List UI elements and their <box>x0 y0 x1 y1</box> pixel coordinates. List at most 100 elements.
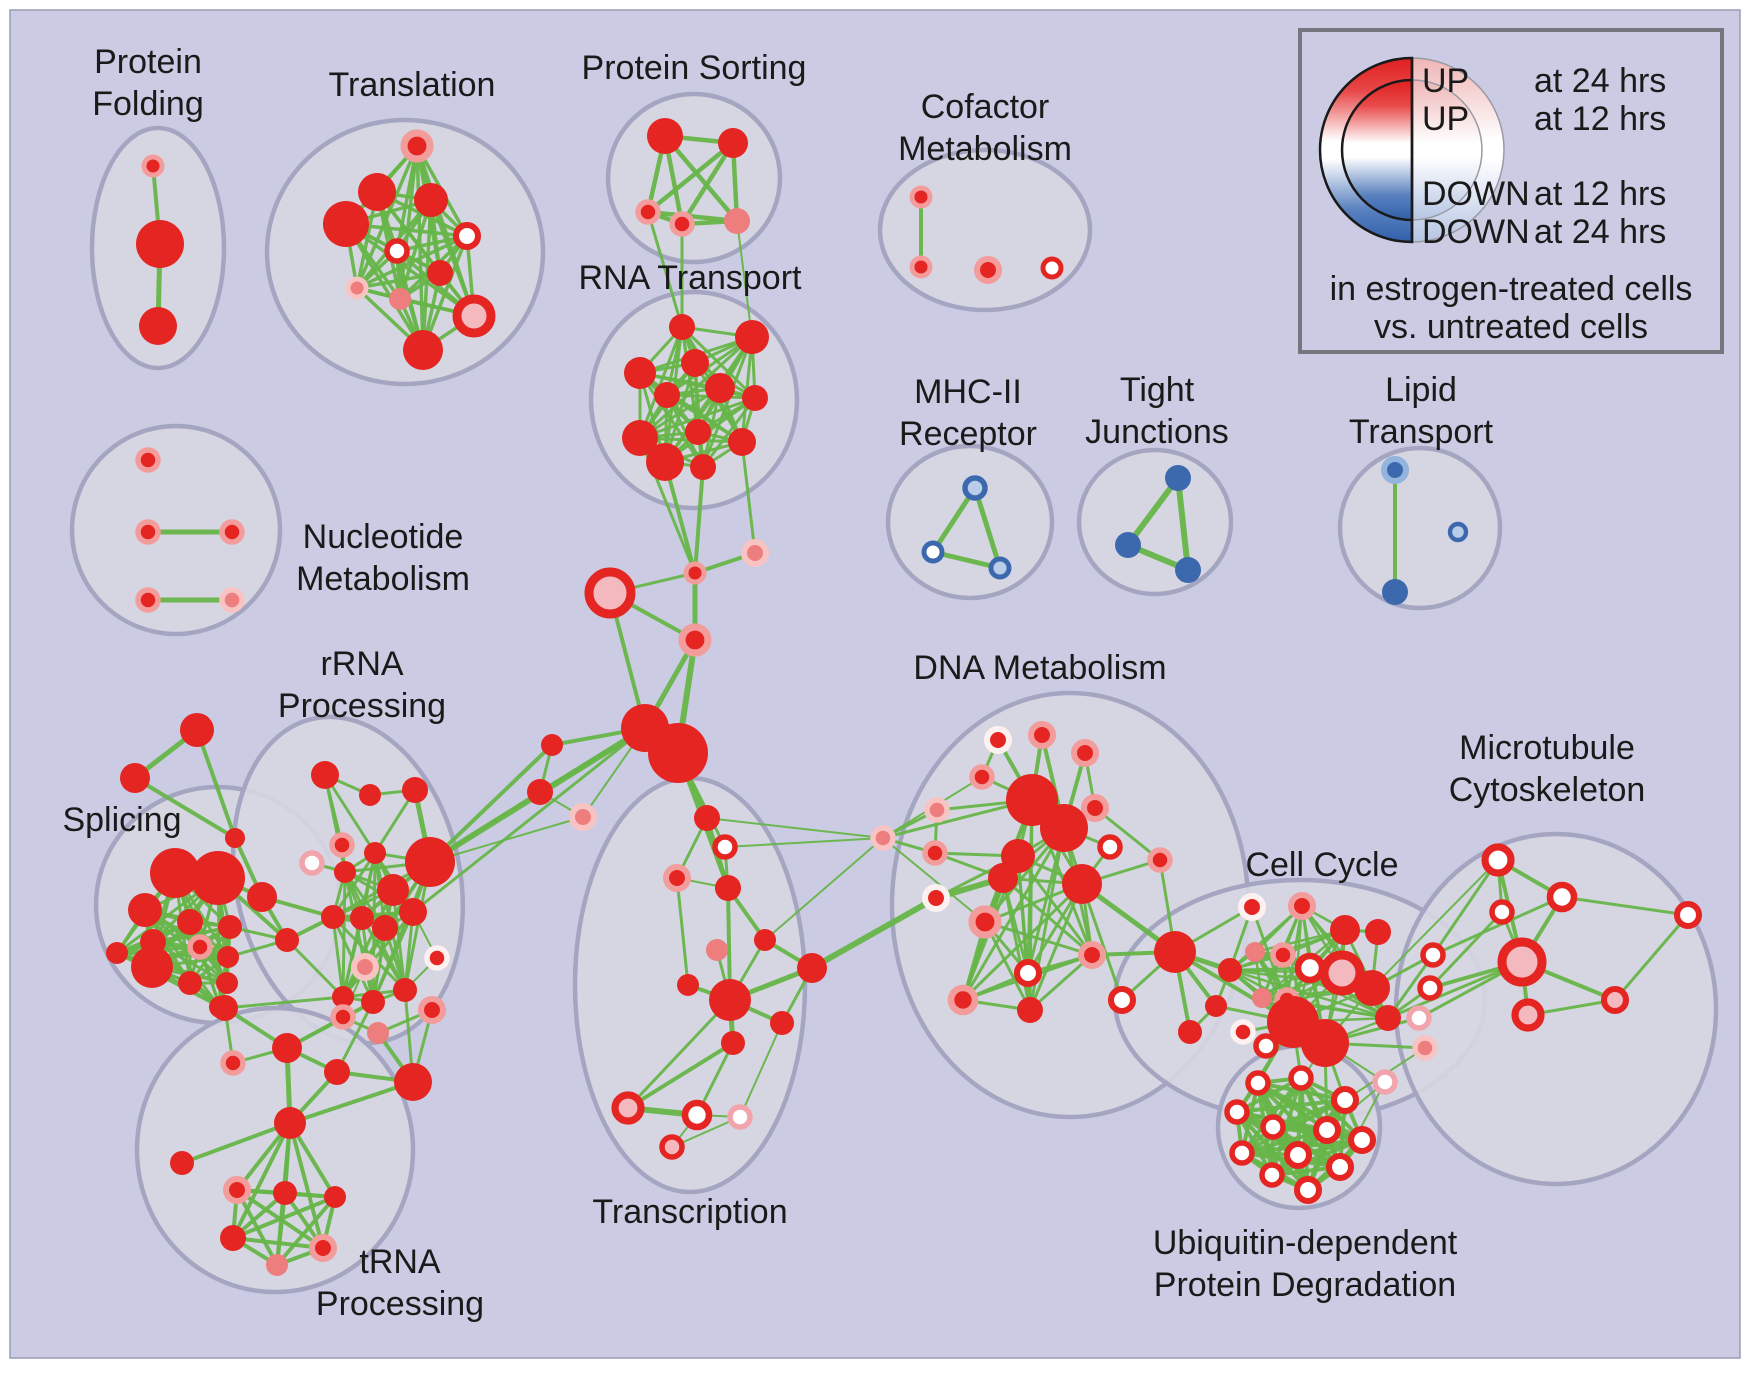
network-node-cc23[interactable] <box>1412 1035 1438 1061</box>
network-node-mc6[interactable] <box>1511 998 1545 1032</box>
network-node-rr15[interactable] <box>424 945 450 971</box>
network-node-sp14[interactable] <box>247 882 277 912</box>
network-node-sp1[interactable] <box>150 848 200 898</box>
network-node-ub6[interactable] <box>1312 1115 1342 1145</box>
network-node-nm3[interactable] <box>219 519 245 545</box>
network-node-ub11[interactable] <box>1259 1162 1285 1188</box>
network-node-tn8[interactable] <box>274 1107 306 1139</box>
network-node-rr9[interactable] <box>377 874 409 906</box>
network-node-dm24[interactable] <box>1178 1020 1202 1044</box>
network-node-t10[interactable] <box>452 294 496 338</box>
network-node-rr4[interactable] <box>329 832 355 858</box>
network-node-rr7[interactable] <box>364 842 386 864</box>
network-node-tc5[interactable] <box>797 953 827 983</box>
network-node-dm10[interactable] <box>1006 774 1058 826</box>
network-node-pf3[interactable] <box>139 307 177 345</box>
network-node-tn11[interactable] <box>273 1181 297 1205</box>
network-node-dm8[interactable] <box>1080 793 1110 823</box>
network-node-cc4[interactable] <box>1365 919 1391 945</box>
network-node-c3[interactable] <box>584 567 636 619</box>
network-node-rr12[interactable] <box>372 915 398 941</box>
network-node-cm2[interactable] <box>909 255 933 279</box>
network-node-cc15[interactable] <box>1301 1019 1349 1067</box>
network-node-sp8[interactable] <box>187 934 213 960</box>
network-node-rr3[interactable] <box>402 777 428 803</box>
network-node-rt6[interactable] <box>654 382 680 408</box>
network-node-sp5[interactable] <box>218 915 242 939</box>
network-node-cc3[interactable] <box>1330 915 1360 945</box>
network-node-ps2[interactable] <box>718 128 748 158</box>
network-node-sp12[interactable] <box>216 972 238 994</box>
network-node-cc17[interactable] <box>1218 958 1242 982</box>
network-node-sp9[interactable] <box>217 946 239 968</box>
network-node-tn3[interactable] <box>324 1059 350 1085</box>
network-node-c9[interactable] <box>712 834 738 860</box>
network-node-ub5[interactable] <box>1260 1114 1286 1140</box>
network-node-t2[interactable] <box>358 173 396 211</box>
network-node-tn15[interactable] <box>308 1233 338 1263</box>
network-node-tn4[interactable] <box>330 1004 356 1030</box>
network-node-cc21[interactable] <box>1406 1005 1432 1031</box>
network-node-sp7[interactable] <box>106 942 128 964</box>
network-node-rt10[interactable] <box>728 428 756 456</box>
network-node-dm22[interactable] <box>1154 931 1196 973</box>
network-node-dm13[interactable] <box>1062 864 1102 904</box>
network-node-cc7[interactable] <box>1294 952 1326 984</box>
network-node-sp2[interactable] <box>191 851 245 905</box>
network-node-cm1[interactable] <box>909 185 933 209</box>
network-node-cm3[interactable] <box>973 255 1003 285</box>
network-node-rr19[interactable] <box>275 928 299 952</box>
network-node-ub8[interactable] <box>1229 1140 1255 1166</box>
network-node-tn7[interactable] <box>394 1063 432 1101</box>
network-node-dm14[interactable] <box>988 863 1018 893</box>
network-node-rt11[interactable] <box>646 443 684 481</box>
network-node-rr14[interactable] <box>350 952 380 982</box>
network-node-mh2[interactable] <box>921 540 945 564</box>
network-node-lt1[interactable] <box>1380 455 1410 485</box>
network-node-lt3[interactable] <box>1447 521 1469 543</box>
network-node-nm5[interactable] <box>219 587 245 613</box>
network-node-tc11[interactable] <box>727 1104 753 1130</box>
network-node-cc18[interactable] <box>1205 995 1227 1017</box>
network-node-cc22[interactable] <box>1372 1069 1398 1095</box>
network-node-rt12[interactable] <box>690 454 716 480</box>
network-node-rt7[interactable] <box>742 385 768 411</box>
network-node-cc6[interactable] <box>1270 942 1296 968</box>
network-node-ps5[interactable] <box>724 208 750 234</box>
network-node-tc6[interactable] <box>709 979 751 1021</box>
network-node-rt2[interactable] <box>735 320 769 354</box>
network-node-rr2[interactable] <box>359 784 381 806</box>
network-node-dm3[interactable] <box>1070 738 1100 768</box>
network-node-dm9[interactable] <box>1097 834 1123 860</box>
network-node-sp10[interactable] <box>131 946 173 988</box>
network-node-dm19[interactable] <box>947 984 979 1016</box>
network-node-t8[interactable] <box>345 276 369 300</box>
network-node-rr1[interactable] <box>311 761 339 789</box>
network-node-dm18[interactable] <box>1077 940 1107 970</box>
network-node-t3[interactable] <box>323 201 369 247</box>
network-node-nm2[interactable] <box>135 519 161 545</box>
network-node-mh3[interactable] <box>988 556 1012 580</box>
network-node-tc4[interactable] <box>677 974 699 996</box>
network-node-c10[interactable] <box>662 863 692 893</box>
network-node-rr8[interactable] <box>405 837 455 887</box>
network-node-tn6[interactable] <box>417 995 447 1025</box>
network-node-dm17[interactable] <box>921 883 951 913</box>
network-node-c5[interactable] <box>541 734 563 756</box>
network-node-tn12[interactable] <box>324 1186 346 1208</box>
network-node-mc7[interactable] <box>1673 900 1703 930</box>
network-node-c7[interactable] <box>568 802 598 832</box>
network-node-dm16[interactable] <box>968 905 1002 939</box>
network-node-sp11[interactable] <box>178 971 202 995</box>
network-node-rr18[interactable] <box>393 978 417 1002</box>
network-node-cc2[interactable] <box>1287 891 1317 921</box>
network-node-t9[interactable] <box>389 288 411 310</box>
network-node-ub2[interactable] <box>1288 1065 1314 1091</box>
network-node-cc16[interactable] <box>1375 1005 1401 1031</box>
network-node-tn14[interactable] <box>266 1254 288 1276</box>
network-node-mc5[interactable] <box>1600 985 1630 1015</box>
network-node-ub12[interactable] <box>1293 1175 1323 1205</box>
network-node-rr6[interactable] <box>334 861 356 883</box>
network-node-dm20[interactable] <box>1017 997 1043 1023</box>
network-node-tn5[interactable] <box>367 1022 389 1044</box>
